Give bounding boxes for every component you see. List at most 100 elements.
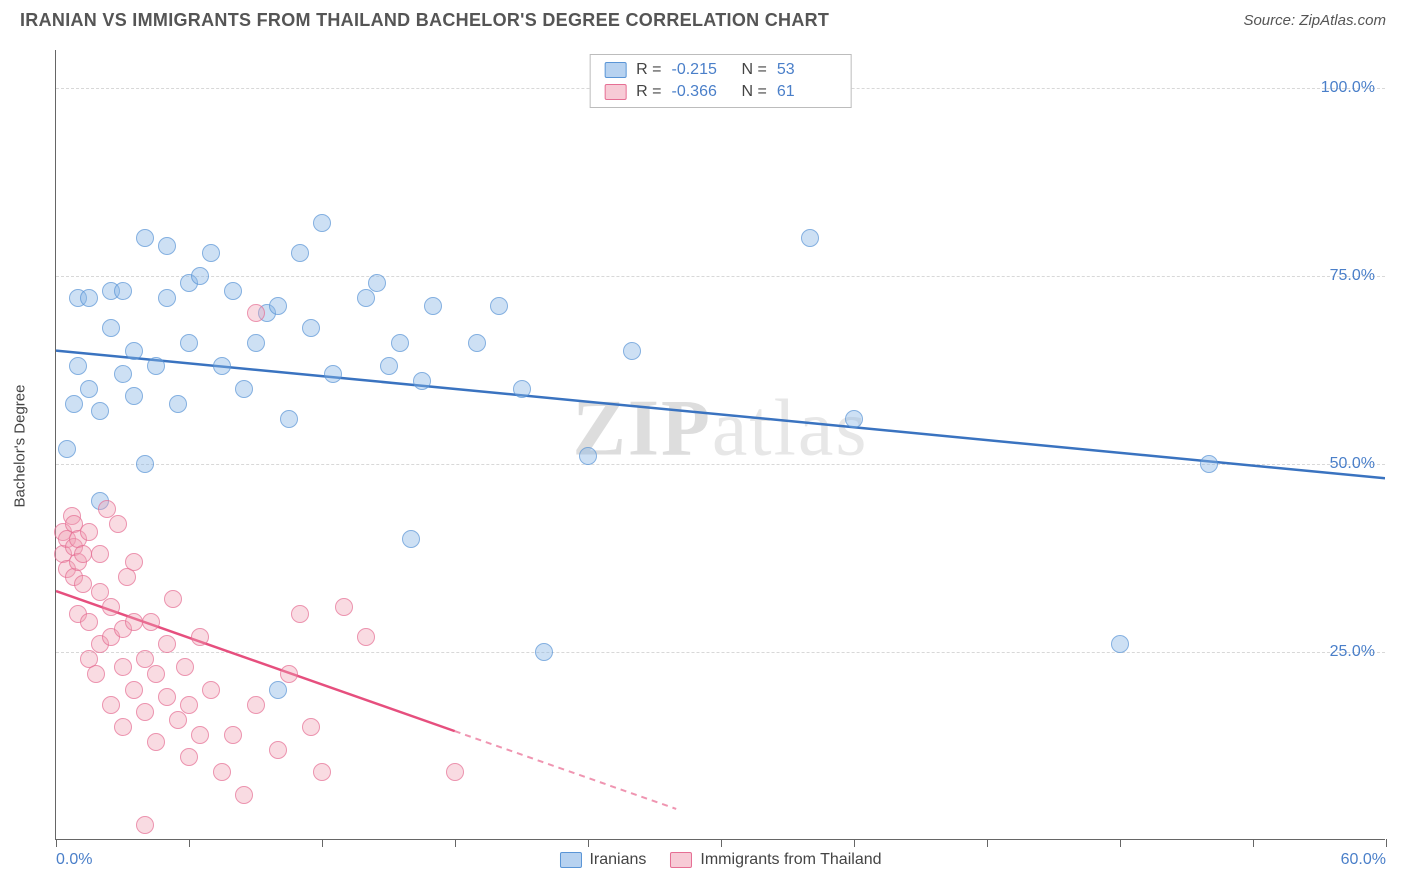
regression-lines: [56, 50, 1385, 839]
data-point: [368, 274, 386, 292]
data-point: [169, 711, 187, 729]
data-point: [125, 342, 143, 360]
data-point: [280, 410, 298, 428]
data-point: [490, 297, 508, 315]
data-point: [269, 741, 287, 759]
data-point: [191, 726, 209, 744]
y-tick-label: 25.0%: [1330, 643, 1375, 661]
data-point: [147, 733, 165, 751]
data-point: [87, 665, 105, 683]
legend-r-value: -0.215: [672, 61, 732, 79]
data-point: [180, 696, 198, 714]
data-point: [125, 681, 143, 699]
data-point: [224, 726, 242, 744]
data-point: [74, 575, 92, 593]
legend-label: Immigrants from Thailand: [700, 851, 881, 869]
legend-r-label: R =: [636, 61, 661, 79]
data-point: [313, 763, 331, 781]
data-point: [191, 267, 209, 285]
data-point: [235, 786, 253, 804]
chart-header: IRANIAN VS IMMIGRANTS FROM THAILAND BACH…: [0, 0, 1406, 39]
data-point: [147, 665, 165, 683]
data-point: [114, 282, 132, 300]
y-tick-label: 100.0%: [1321, 79, 1375, 97]
data-point: [213, 763, 231, 781]
legend-item: Iranians: [559, 851, 646, 869]
data-point: [158, 237, 176, 255]
data-point: [391, 334, 409, 352]
x-tick-label: 60.0%: [1341, 851, 1386, 869]
data-point: [1200, 455, 1218, 473]
y-tick-label: 50.0%: [1330, 455, 1375, 473]
data-point: [357, 289, 375, 307]
legend-r-label: R =: [636, 83, 661, 101]
data-point: [313, 214, 331, 232]
data-point: [1111, 635, 1129, 653]
chart-title: IRANIAN VS IMMIGRANTS FROM THAILAND BACH…: [20, 10, 829, 31]
data-point: [80, 380, 98, 398]
data-point: [91, 545, 109, 563]
legend-series: Iranians Immigrants from Thailand: [559, 851, 881, 869]
data-point: [357, 628, 375, 646]
data-point: [224, 282, 242, 300]
data-point: [164, 590, 182, 608]
legend-n-label: N =: [742, 83, 767, 101]
data-point: [291, 605, 309, 623]
data-point: [324, 365, 342, 383]
data-point: [413, 372, 431, 390]
data-point: [335, 598, 353, 616]
swatch-pink-icon: [670, 852, 692, 868]
legend-stats-row: R = -0.366 N = 61: [604, 81, 837, 103]
y-axis-label: Bachelor's Degree: [12, 385, 29, 508]
data-point: [235, 380, 253, 398]
x-tick-label: 0.0%: [56, 851, 92, 869]
data-point: [247, 304, 265, 322]
data-point: [80, 289, 98, 307]
data-point: [142, 613, 160, 631]
data-point: [69, 357, 87, 375]
data-point: [65, 395, 83, 413]
data-point: [213, 357, 231, 375]
data-point: [402, 530, 420, 548]
data-point: [125, 613, 143, 631]
data-point: [125, 387, 143, 405]
data-point: [845, 410, 863, 428]
legend-r-value: -0.366: [672, 83, 732, 101]
data-point: [74, 545, 92, 563]
legend-n-label: N =: [742, 61, 767, 79]
y-tick-label: 75.0%: [1330, 267, 1375, 285]
data-point: [380, 357, 398, 375]
data-point: [169, 395, 187, 413]
data-point: [280, 665, 298, 683]
data-point: [579, 447, 597, 465]
legend-stats: R = -0.215 N = 53 R = -0.366 N = 61: [589, 54, 852, 108]
data-point: [136, 816, 154, 834]
data-point: [180, 748, 198, 766]
data-point: [136, 703, 154, 721]
data-point: [446, 763, 464, 781]
data-point: [136, 455, 154, 473]
data-point: [80, 523, 98, 541]
data-point: [176, 658, 194, 676]
data-point: [158, 289, 176, 307]
data-point: [114, 658, 132, 676]
data-point: [91, 402, 109, 420]
data-point: [102, 696, 120, 714]
data-point: [191, 628, 209, 646]
swatch-blue-icon: [604, 62, 626, 78]
data-point: [158, 688, 176, 706]
data-point: [180, 334, 198, 352]
data-point: [202, 681, 220, 699]
chart-source: Source: ZipAtlas.com: [1243, 12, 1386, 29]
data-point: [136, 229, 154, 247]
legend-n-value: 61: [777, 83, 837, 101]
data-point: [302, 319, 320, 337]
data-point: [247, 696, 265, 714]
data-point: [202, 244, 220, 262]
watermark: ZIPatlas: [573, 383, 869, 474]
data-point: [291, 244, 309, 262]
data-point: [247, 334, 265, 352]
legend-label: Iranians: [589, 851, 646, 869]
data-point: [424, 297, 442, 315]
data-point: [623, 342, 641, 360]
